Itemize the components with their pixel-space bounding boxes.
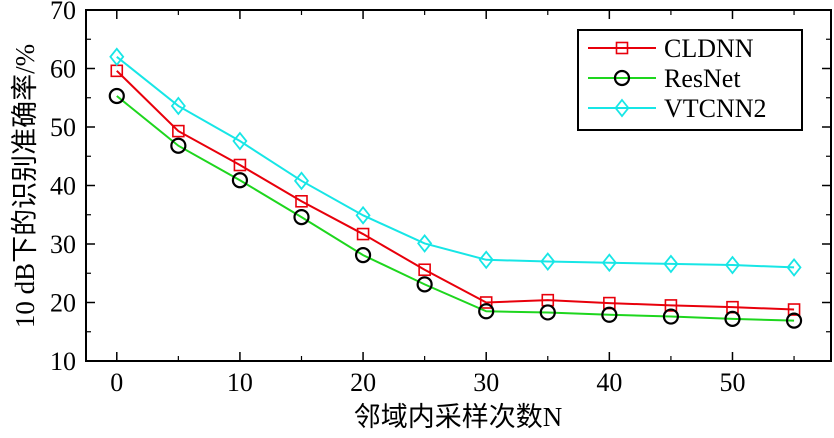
series-resnet [108,87,803,329]
x-tick-label: 40 [596,368,622,397]
y-tick-label: 20 [50,289,76,318]
data-point-circle [539,304,556,321]
data-point-square [233,158,247,172]
y-tick-label: 60 [50,55,76,84]
data-point-diamond [478,250,494,270]
y-axis-title: 10 dB下的识别准确率/% [10,44,40,328]
legend-label: CLDNN [664,34,754,63]
data-point-square [664,299,678,312]
data-point-square [356,227,370,241]
data-point-diamond [724,255,741,275]
legend-entry: VTCNN2 [588,94,767,123]
y-tick-label: 30 [50,230,76,259]
legend-entry: CLDNN [588,34,754,63]
legend-marker [614,98,630,118]
series-vtcnn2 [109,47,802,277]
data-point-diamond [293,171,310,191]
legend-entry: ResNet [588,64,741,93]
legend-marker [613,69,631,87]
series-layer [108,47,803,329]
y-tick-label: 50 [50,113,76,142]
data-point-diamond [663,254,679,274]
data-point-diamond [109,47,125,67]
data-point-circle [354,247,372,264]
data-point-circle [416,276,433,293]
data-point-circle [601,306,618,323]
x-tick-label: 20 [350,368,376,397]
data-point-diamond [601,253,617,273]
data-point-circle [478,303,495,320]
data-point-circle [785,312,803,329]
legend-marker [615,41,629,55]
data-point-square [172,124,185,138]
legend-label: VTCNN2 [664,94,767,123]
y-tick-label: 40 [50,172,76,201]
data-point-circle [170,137,187,154]
data-point-square [479,296,493,309]
axis-ticks: 0 10 20 30 40 50 10 20 30 40 50 60 70 [50,0,831,397]
data-point-diamond [417,233,433,253]
y-tick-label: 10 [50,347,76,376]
data-point-square [295,194,308,208]
data-point-diamond [170,96,186,116]
x-tick-label: 50 [719,368,745,397]
data-point-diamond [540,252,556,271]
x-axis-title: 邻域内采样次数N [354,402,563,432]
series-line [116,70,795,311]
data-point-diamond [786,257,802,277]
y-tick-label: 70 [50,0,76,25]
x-tick-label: 30 [473,368,499,397]
data-point-circle [724,310,741,327]
x-tick-label: 0 [110,368,123,397]
data-point-circle [231,172,249,189]
data-point-square [418,263,431,277]
x-tick-label: 10 [227,368,253,397]
data-point-diamond [232,131,248,151]
data-point-square [787,303,801,316]
data-point-circle [662,308,680,325]
legend-label: ResNet [664,64,741,93]
data-point-circle [108,87,125,105]
series-line [116,95,795,322]
series-line [116,56,795,269]
data-point-diamond [355,205,371,225]
data-point-circle [293,208,310,226]
